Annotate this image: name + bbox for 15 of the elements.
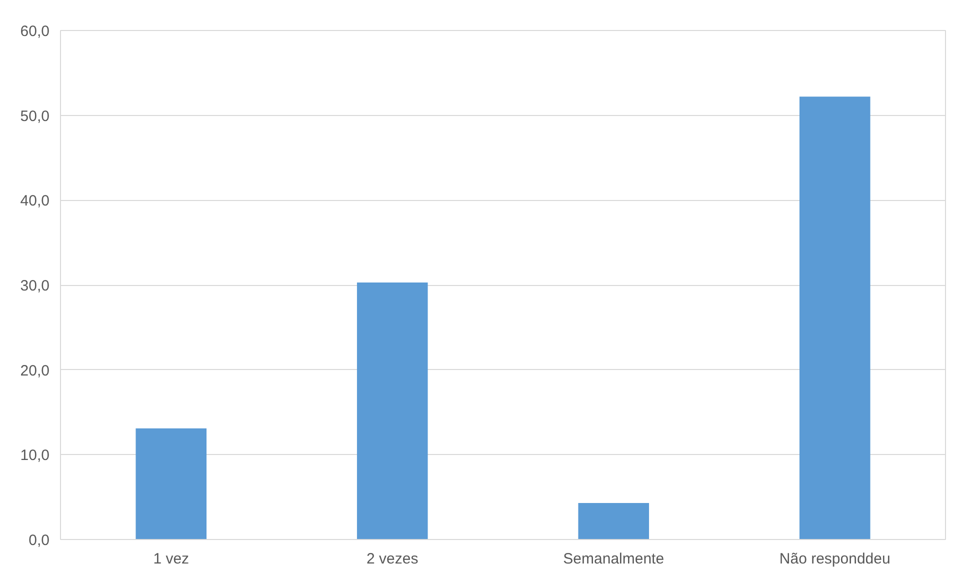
bar xyxy=(799,96,870,540)
bar xyxy=(578,503,650,540)
y-tick-label: 50,0 xyxy=(20,108,50,125)
y-tick-label: 20,0 xyxy=(20,362,50,380)
y-tick-label: 30,0 xyxy=(20,278,50,294)
bar xyxy=(356,282,428,540)
bar xyxy=(136,428,207,540)
y-tick-label: 0,0 xyxy=(28,532,50,549)
y-tick-label: 10,0 xyxy=(20,447,50,464)
x-tick-label: 1 vez xyxy=(153,550,190,568)
y-tick-label: 60,0 xyxy=(20,23,50,40)
x-tick-label: Não responddeu xyxy=(779,550,890,568)
x-tick-label: Semanalmente xyxy=(563,550,664,568)
x-tick-label: 2 vezes xyxy=(366,550,418,568)
y-tick-label: 40,0 xyxy=(20,192,50,210)
